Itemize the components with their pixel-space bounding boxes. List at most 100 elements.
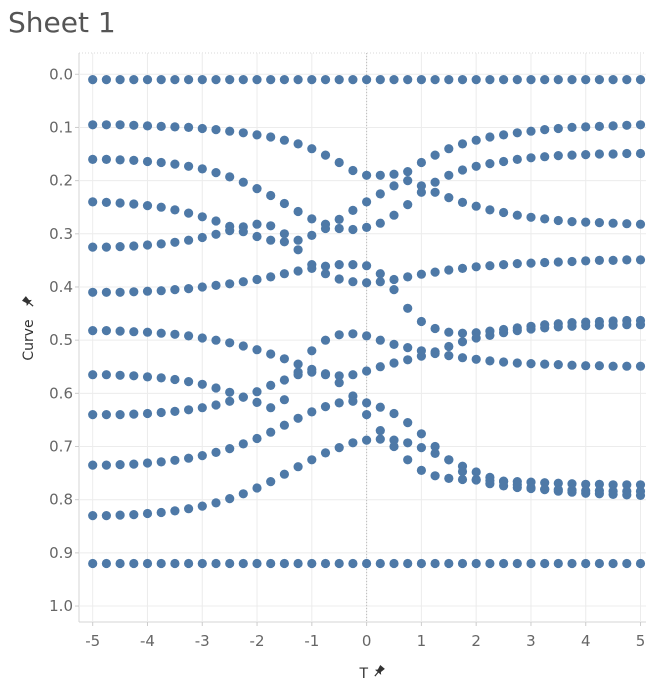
data-point[interactable] xyxy=(101,410,111,420)
data-point[interactable] xyxy=(142,75,153,85)
data-point[interactable] xyxy=(238,128,248,138)
data-point[interactable] xyxy=(142,201,153,211)
data-point[interactable] xyxy=(307,558,317,569)
data-point[interactable] xyxy=(457,139,468,149)
data-point[interactable] xyxy=(553,322,563,332)
data-point[interactable] xyxy=(156,373,166,383)
data-point[interactable] xyxy=(101,75,111,85)
data-point[interactable] xyxy=(115,242,125,252)
data-point[interactable] xyxy=(362,435,372,445)
data-point[interactable] xyxy=(567,487,577,497)
data-point[interactable] xyxy=(526,126,536,136)
data-point[interactable] xyxy=(594,320,605,330)
data-point[interactable] xyxy=(197,558,207,569)
data-point[interactable] xyxy=(444,170,454,180)
data-point[interactable] xyxy=(211,400,221,410)
data-point[interactable] xyxy=(540,323,550,333)
data-point[interactable] xyxy=(485,479,495,489)
data-point[interactable] xyxy=(416,181,426,191)
data-point[interactable] xyxy=(307,263,317,273)
points-layer[interactable] xyxy=(88,75,646,569)
data-point[interactable] xyxy=(156,121,166,131)
data-point[interactable] xyxy=(184,331,194,341)
data-point[interactable] xyxy=(389,408,399,419)
data-point[interactable] xyxy=(266,477,276,487)
data-point[interactable] xyxy=(115,326,125,336)
data-point[interactable] xyxy=(334,378,344,388)
data-point[interactable] xyxy=(389,210,399,220)
data-point[interactable] xyxy=(252,274,262,285)
data-point[interactable] xyxy=(225,226,235,236)
data-point[interactable] xyxy=(375,170,385,180)
data-point[interactable] xyxy=(540,125,550,135)
data-point[interactable] xyxy=(156,558,166,569)
data-point[interactable] xyxy=(457,558,468,569)
data-point[interactable] xyxy=(375,335,385,345)
data-point[interactable] xyxy=(540,75,550,85)
data-point[interactable] xyxy=(635,480,646,490)
data-point[interactable] xyxy=(526,258,536,268)
data-point[interactable] xyxy=(416,443,426,453)
data-point[interactable] xyxy=(334,371,344,381)
data-point[interactable] xyxy=(170,285,180,295)
data-point[interactable] xyxy=(334,330,344,340)
data-point[interactable] xyxy=(225,387,235,397)
data-point[interactable] xyxy=(430,441,440,452)
data-point[interactable] xyxy=(608,149,618,159)
data-point[interactable] xyxy=(88,287,98,297)
data-point[interactable] xyxy=(540,478,550,488)
data-point[interactable] xyxy=(512,259,522,269)
data-point[interactable] xyxy=(540,257,550,268)
data-point[interactable] xyxy=(594,361,605,371)
data-point[interactable] xyxy=(567,256,577,267)
data-point[interactable] xyxy=(430,471,440,481)
data-point[interactable] xyxy=(375,269,385,279)
data-point[interactable] xyxy=(211,498,221,508)
data-point[interactable] xyxy=(608,361,618,371)
data-point[interactable] xyxy=(403,438,413,448)
data-point[interactable] xyxy=(375,75,385,85)
data-point[interactable] xyxy=(553,558,563,569)
data-point[interactable] xyxy=(115,370,125,380)
data-point[interactable] xyxy=(307,214,317,224)
data-point[interactable] xyxy=(553,215,563,226)
data-point[interactable] xyxy=(307,75,317,85)
data-point[interactable] xyxy=(266,349,276,359)
data-point[interactable] xyxy=(115,155,125,165)
data-point[interactable] xyxy=(471,558,481,569)
data-point[interactable] xyxy=(594,75,605,85)
data-point[interactable] xyxy=(375,426,385,436)
data-point[interactable] xyxy=(184,235,194,245)
data-point[interactable] xyxy=(362,197,372,207)
data-point[interactable] xyxy=(307,367,317,377)
data-point[interactable] xyxy=(444,341,454,352)
data-point[interactable] xyxy=(375,218,385,228)
data-point[interactable] xyxy=(362,278,372,288)
data-point[interactable] xyxy=(485,330,495,340)
data-point[interactable] xyxy=(307,407,317,417)
data-point[interactable] xyxy=(430,267,440,277)
data-point[interactable] xyxy=(403,558,413,569)
data-point[interactable] xyxy=(252,184,262,194)
data-point[interactable] xyxy=(156,202,166,212)
data-point[interactable] xyxy=(184,161,194,171)
data-point[interactable] xyxy=(320,269,331,279)
data-point[interactable] xyxy=(553,360,563,370)
data-point[interactable] xyxy=(348,438,358,448)
data-point[interactable] xyxy=(403,200,413,210)
data-point[interactable] xyxy=(156,328,166,338)
data-point[interactable] xyxy=(238,341,248,351)
data-point[interactable] xyxy=(156,75,166,85)
data-point[interactable] xyxy=(156,239,166,249)
data-point[interactable] xyxy=(622,75,632,85)
data-point[interactable] xyxy=(471,474,481,485)
data-point[interactable] xyxy=(581,122,591,132)
data-point[interactable] xyxy=(238,558,248,569)
data-point[interactable] xyxy=(567,558,577,569)
data-point[interactable] xyxy=(266,75,276,85)
data-point[interactable] xyxy=(170,75,180,85)
data-point[interactable] xyxy=(225,172,235,182)
data-point[interactable] xyxy=(115,120,125,130)
data-point[interactable] xyxy=(403,418,413,428)
data-point[interactable] xyxy=(142,327,153,337)
